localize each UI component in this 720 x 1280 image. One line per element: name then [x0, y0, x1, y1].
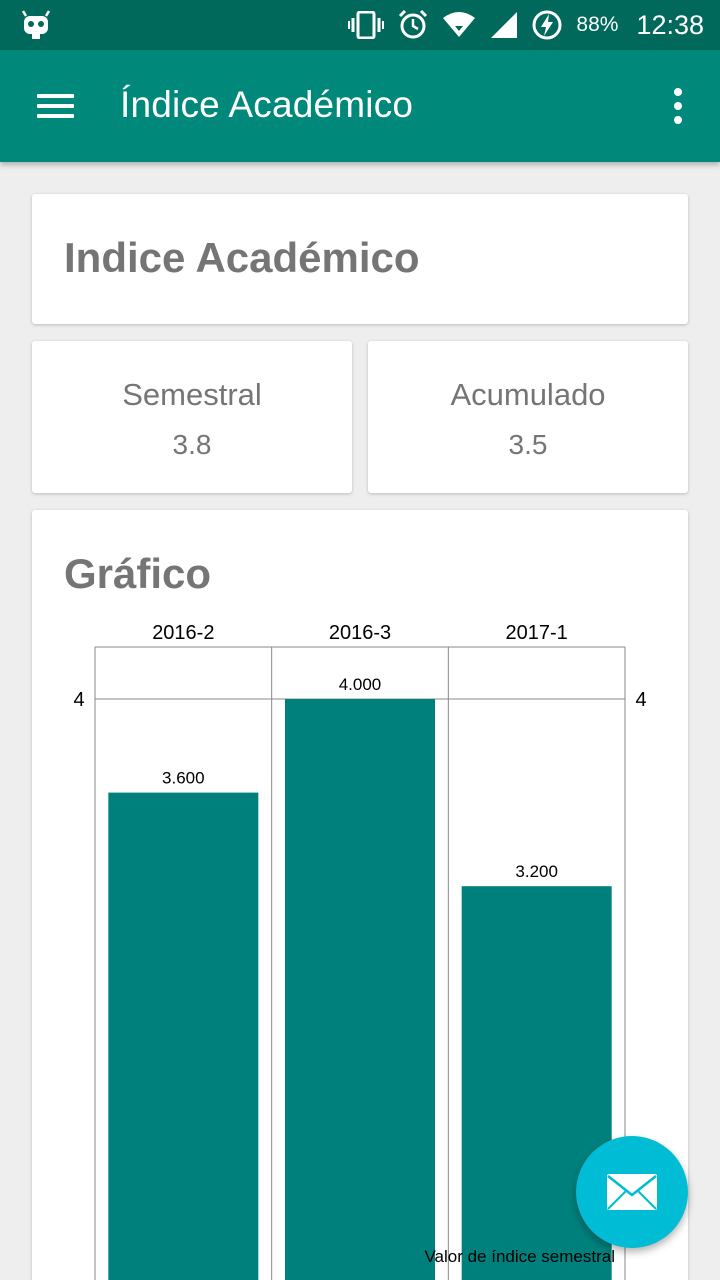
x-category-label: 2016-2 — [152, 622, 214, 644]
bar-value-label: 3.200 — [515, 862, 558, 881]
vibrate-icon — [348, 11, 385, 39]
bar — [285, 699, 435, 1280]
header-card: Indice Académico — [32, 194, 688, 324]
semestral-value: 3.8 — [172, 429, 212, 460]
hamburger-menu-icon[interactable] — [36, 88, 76, 124]
bar — [108, 792, 259, 1280]
email-icon — [607, 1174, 657, 1210]
bar-value-label: 3.600 — [162, 769, 205, 788]
y-tick-label-left: 4 — [73, 689, 84, 711]
cyanogen-robot-icon — [22, 10, 50, 40]
x-category-label: 2017-1 — [506, 622, 568, 644]
x-category-label: 2016-3 — [329, 622, 391, 644]
acumulado-value: 3.5 — [508, 429, 548, 460]
acumulado-label: Acumulado — [450, 377, 606, 412]
page-title: Indice Académico — [64, 234, 420, 281]
chart-title: Gráfico — [64, 550, 212, 597]
email-button[interactable] — [576, 1136, 688, 1248]
app-bar: Índice Académico — [0, 50, 720, 162]
battery-charging-icon — [532, 10, 562, 40]
semestral-card: Semestral 3.8 — [32, 341, 352, 493]
y-tick-label-right: 4 — [635, 689, 646, 711]
acumulado-card: Acumulado 3.5 — [368, 341, 688, 493]
wifi-icon — [442, 12, 476, 38]
battery-percentage: 88% — [576, 13, 619, 36]
legend-label: Valor de índice semestral — [424, 1247, 615, 1266]
chart-card: Gráfico 4 4 2016-2 3.600 2016-3 4.000 2017-1 3.… — [32, 510, 688, 1280]
clock: 12:38 — [636, 9, 704, 40]
app-title: Índice Académico — [120, 84, 414, 125]
status-bar: 88% 12:38 — [0, 0, 720, 50]
alarm-icon — [398, 10, 428, 40]
more-vertical-icon[interactable] — [666, 86, 690, 126]
bar-value-label: 4.000 — [339, 675, 382, 694]
semestral-label: Semestral — [122, 377, 262, 412]
signal-icon — [490, 11, 518, 39]
